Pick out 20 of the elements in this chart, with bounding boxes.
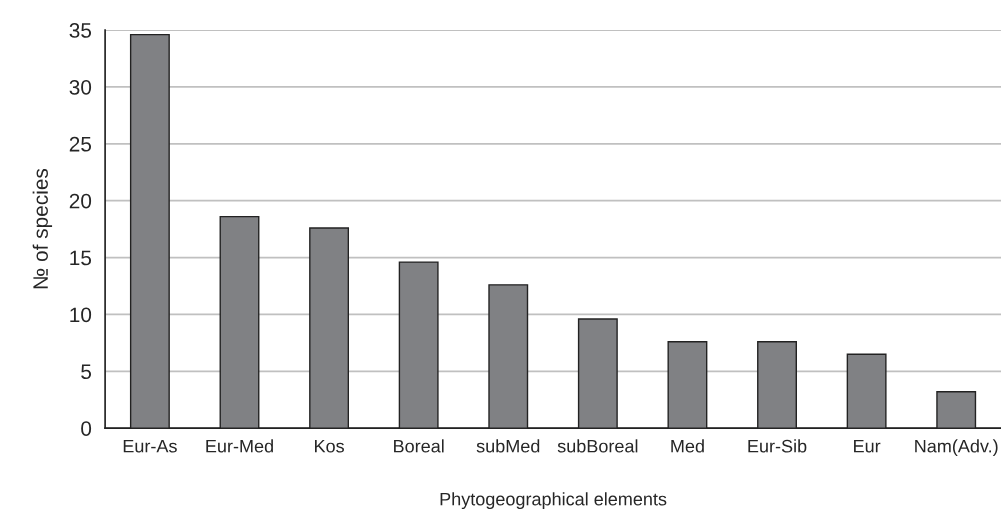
x-axis-title: Phytogeographical elements — [440, 492, 667, 510]
x-tick-label: Med — [671, 439, 704, 453]
x-tick-label: Eur-Med — [206, 439, 273, 453]
y-tick-label: 5 — [81, 364, 92, 380]
x-tick-label: Boreal — [394, 439, 444, 453]
y-axis-title: № of species — [32, 168, 53, 289]
y-tick-label: 0 — [81, 421, 92, 436]
x-tick-label: subMed — [476, 439, 540, 453]
x-tick-label: subBoreal — [557, 439, 638, 453]
y-tick-label: 10 — [70, 307, 92, 323]
x-tick-label: Nam(Adv.) — [915, 439, 998, 457]
y-tick-label: 35 — [69, 23, 92, 38]
x-tick-label: Eur-Sib — [748, 439, 807, 453]
x-tick-label: Kos — [315, 439, 344, 453]
y-tick-label: 30 — [69, 79, 92, 95]
x-tick-label: Eur — [854, 439, 881, 453]
x-tick-label: Eur-As — [123, 439, 177, 453]
y-tick-label: 20 — [69, 193, 92, 209]
y-tick-label: 15 — [70, 250, 92, 266]
y-tick-label: 25 — [69, 136, 92, 152]
